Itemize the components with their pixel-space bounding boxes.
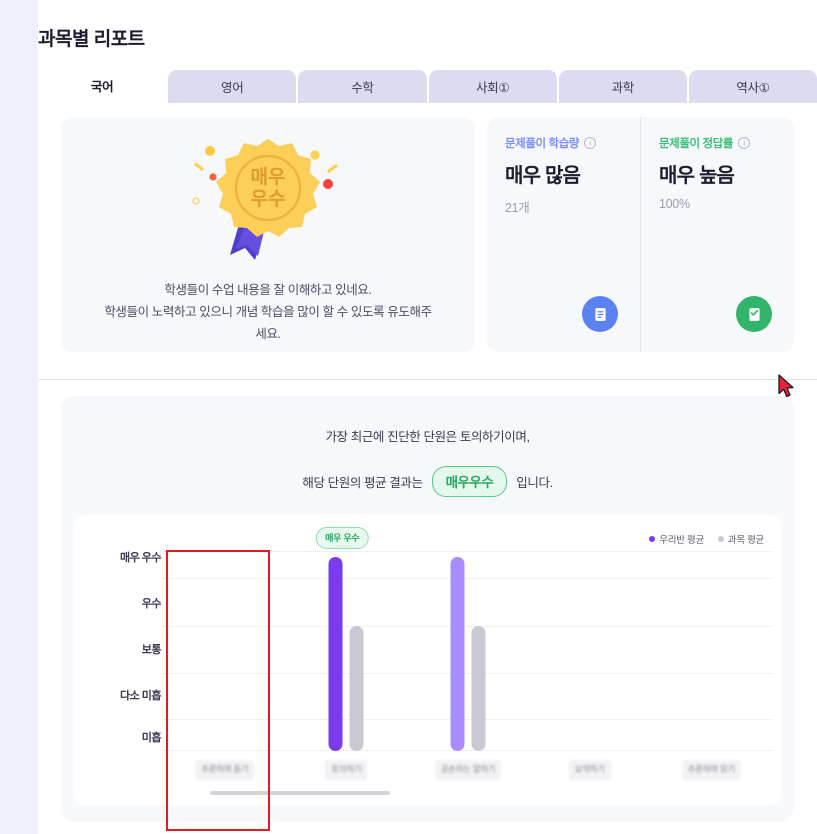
achievement-message: 학생들이 수업 내용을 잘 이해하고 있네요. 학생들이 노력하고 있으니 개념… bbox=[85, 279, 451, 345]
document-icon bbox=[582, 296, 618, 332]
gridline bbox=[164, 578, 772, 579]
tab-english[interactable]: 영어 bbox=[168, 70, 297, 103]
bar-subject-average[interactable] bbox=[471, 626, 486, 751]
gridline bbox=[164, 551, 772, 552]
stat-study-volume: 문제풀이 학습량 i 매우 많음 21개 bbox=[487, 117, 640, 352]
chart-lead-prefix: 해당 단원의 평균 결과는 bbox=[302, 476, 423, 490]
x-axis-cell: 토의하기 bbox=[286, 760, 408, 780]
medal-icon: 매우 우수 bbox=[192, 139, 338, 260]
tab-label: 영어 bbox=[221, 81, 244, 95]
tab-label: 과학 bbox=[611, 81, 635, 95]
bar-group-3[interactable] bbox=[529, 551, 651, 751]
y-axis-tick: 다소 미흡 bbox=[119, 690, 162, 702]
section-divider bbox=[38, 379, 817, 380]
chart-lead-text: 가장 최근에 진단한 단원은 토의하기이며, 해당 단원의 평균 결과는 매우우… bbox=[61, 396, 794, 497]
x-axis-cell: 추론하며 읽기 bbox=[650, 760, 772, 780]
page-title: 과목별 리포트 bbox=[38, 29, 145, 50]
medal-text-line1: 매우 bbox=[251, 166, 286, 188]
x-axis-cell: 추론하며 듣기 bbox=[164, 760, 286, 780]
message-line-3: 세요. bbox=[255, 327, 281, 341]
chart-plot-area: 매우 우수 우수 보통 다소 미흡 미흡 bbox=[73, 515, 782, 805]
chart-legend: 우리반 평균 과목 평균 bbox=[649, 532, 764, 546]
tab-social[interactable]: 사회① bbox=[428, 70, 557, 103]
checked-document-glyph bbox=[748, 307, 760, 321]
checked-document-icon bbox=[736, 296, 772, 332]
chart-gridlines bbox=[164, 551, 772, 751]
tab-science[interactable]: 과학 bbox=[558, 70, 687, 103]
tab-label: 수학 bbox=[351, 81, 374, 95]
stat-subvalue: 21개 bbox=[505, 201, 530, 215]
bar-pair bbox=[450, 551, 486, 751]
chart-lead-line-1: 가장 최근에 진단한 단원은 토의하기이며, bbox=[325, 430, 530, 444]
stat-header: 문제풀이 정답률 i bbox=[659, 135, 794, 151]
document-glyph bbox=[594, 307, 606, 321]
stat-title: 문제풀이 정답률 bbox=[659, 138, 734, 150]
tab-label: 사회① bbox=[475, 81, 510, 95]
tab-korean[interactable]: 국어 bbox=[38, 68, 167, 103]
legend-label: 과목 평균 bbox=[727, 535, 764, 546]
bar-class-average[interactable] bbox=[328, 557, 343, 751]
bar-pair bbox=[328, 551, 364, 751]
legend-dot-icon bbox=[717, 536, 724, 542]
achievement-badge-card: 매우 우수 학생들이 수업 내용을 잘 이해하고 있네요. 학생들이 노력하고 … bbox=[61, 117, 475, 352]
report-page: 과목별 리포트 국어 영어 수학 사회① 과학 역사① bbox=[38, 0, 817, 834]
tab-label: 국어 bbox=[90, 80, 114, 94]
x-axis-tick: 추론하며 읽기 bbox=[681, 760, 741, 780]
stat-correct-rate: 문제풀이 정답률 i 매우 높음 100% bbox=[640, 117, 794, 352]
gridline bbox=[164, 750, 772, 751]
x-axis-tick: 추론하며 듣기 bbox=[195, 760, 255, 780]
message-line-2: 학생들이 노력하고 있으니 개념 학습을 많이 할 수 있도록 유도해주 bbox=[104, 305, 432, 319]
gridline bbox=[164, 626, 772, 627]
y-axis-tick: 미흡 bbox=[141, 732, 162, 744]
bar-subject-average[interactable] bbox=[349, 626, 364, 751]
chart-horizontal-scrollbar[interactable] bbox=[210, 791, 390, 795]
stat-title: 문제풀이 학습량 bbox=[505, 138, 580, 150]
message-line-1: 학생들이 수업 내용을 잘 이해하고 있네요. bbox=[164, 283, 372, 297]
bar-group-4[interactable] bbox=[650, 551, 772, 751]
chart-x-axis: 추론하며 듣기 토의하기 공손하는 말하기 요약하기 추론하며 읽기 bbox=[164, 760, 772, 780]
tab-math[interactable]: 수학 bbox=[298, 70, 427, 103]
chart-lead-suffix: 입니다. bbox=[516, 476, 553, 490]
legend-item-class-average: 우리반 평균 bbox=[649, 532, 704, 546]
bar-group-1[interactable]: 매우 우수 bbox=[286, 527, 408, 751]
x-axis-cell: 요약하기 bbox=[529, 760, 651, 780]
chart-y-axis: 매우 우수 우수 보통 다소 미흡 미흡 bbox=[83, 551, 162, 751]
statistics-card: 문제풀이 학습량 i 매우 많음 21개 문제풀이 정답률 bbox=[487, 117, 794, 352]
unit-chart-section: 가장 최근에 진단한 단원은 토의하기이며, 해당 단원의 평균 결과는 매우우… bbox=[61, 396, 794, 821]
bar-group-0[interactable] bbox=[164, 551, 286, 751]
y-axis-tick: 매우 우수 bbox=[119, 552, 162, 564]
info-icon[interactable]: i bbox=[584, 137, 597, 149]
chart-lead-line-2: 해당 단원의 평균 결과는 매우우수 입니다. bbox=[61, 466, 794, 497]
x-axis-tick: 요약하기 bbox=[568, 760, 611, 780]
stat-value: 매우 많음 bbox=[505, 165, 581, 187]
legend-label: 우리반 평균 bbox=[659, 535, 704, 546]
subject-tab-bar: 국어 영어 수학 사회① 과학 역사① bbox=[38, 68, 817, 103]
x-axis-tick: 공손하는 말하기 bbox=[434, 760, 502, 780]
tab-label: 역사① bbox=[736, 81, 770, 95]
bar-group-2[interactable] bbox=[407, 551, 529, 751]
chart-bar-groups: 매우 우수 bbox=[164, 527, 772, 751]
unit-bar-chart: 우리반 평균 과목 평균 매우 우수 우수 보통 다소 미흡 미흡 bbox=[73, 515, 782, 805]
stat-value: 매우 높음 bbox=[659, 165, 735, 187]
tab-history[interactable]: 역사① bbox=[688, 70, 817, 103]
grade-badge: 매우우수 bbox=[431, 466, 508, 497]
stat-header: 문제풀이 학습량 i bbox=[505, 135, 640, 151]
y-axis-tick: 우수 bbox=[141, 598, 162, 610]
medal-text-line2: 우수 bbox=[251, 188, 286, 210]
stat-subvalue: 100% bbox=[659, 197, 690, 211]
legend-dot-icon bbox=[649, 536, 656, 542]
gridline bbox=[164, 673, 772, 674]
y-axis-tick: 보통 bbox=[141, 644, 162, 656]
bar-class-average[interactable] bbox=[450, 557, 465, 751]
summary-section: 매우 우수 학생들이 수업 내용을 잘 이해하고 있네요. 학생들이 노력하고 … bbox=[38, 103, 817, 379]
x-axis-tick: 토의하기 bbox=[325, 760, 368, 780]
x-axis-cell: 공손하는 말하기 bbox=[407, 760, 529, 780]
info-icon[interactable]: i bbox=[738, 137, 751, 149]
bar-value-badge: 매우 우수 bbox=[316, 527, 369, 549]
gridline bbox=[164, 719, 772, 720]
legend-item-subject-average: 과목 평균 bbox=[717, 532, 764, 546]
